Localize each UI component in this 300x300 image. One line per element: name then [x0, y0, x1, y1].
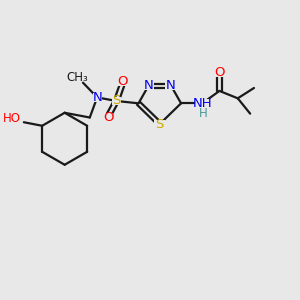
FancyBboxPatch shape [154, 120, 165, 128]
FancyBboxPatch shape [215, 68, 224, 77]
Text: CH₃: CH₃ [67, 71, 88, 84]
Text: H: H [199, 107, 208, 120]
Text: N: N [166, 79, 176, 92]
Text: O: O [214, 66, 225, 79]
Text: HO: HO [2, 112, 20, 125]
FancyBboxPatch shape [118, 77, 128, 85]
Text: O: O [103, 111, 113, 124]
FancyBboxPatch shape [103, 113, 113, 122]
FancyBboxPatch shape [143, 81, 154, 90]
FancyBboxPatch shape [199, 110, 207, 118]
Text: O: O [118, 75, 128, 88]
FancyBboxPatch shape [195, 99, 209, 108]
FancyBboxPatch shape [93, 93, 102, 102]
Text: N: N [144, 79, 153, 92]
Text: N: N [92, 91, 102, 104]
Text: S: S [112, 94, 121, 107]
FancyBboxPatch shape [165, 81, 177, 90]
FancyBboxPatch shape [112, 97, 121, 105]
Text: NH: NH [193, 97, 212, 110]
Text: S: S [156, 118, 164, 130]
